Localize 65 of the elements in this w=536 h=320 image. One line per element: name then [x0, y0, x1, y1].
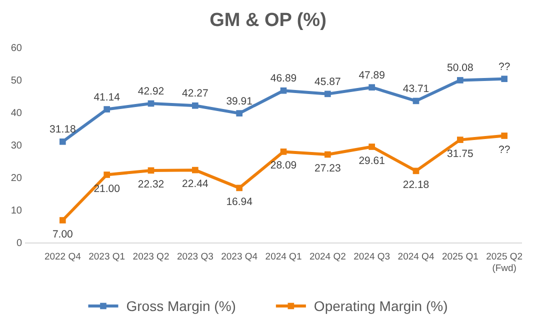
data-label: 39.91 [226, 95, 253, 108]
data-label: 43.71 [402, 82, 430, 95]
data-label: 45.87 [314, 76, 341, 88]
x-tick-label: 2025 Q1 [442, 252, 478, 263]
data-label: 29.61 [358, 154, 386, 167]
data-label: 22.44 [182, 178, 208, 190]
point [236, 184, 242, 192]
data-label: 7.00 [52, 228, 74, 240]
data-label: ?? [498, 144, 510, 156]
y-tick-label: 50 [10, 76, 22, 87]
point [457, 77, 464, 84]
y-tick-label: 0 [16, 238, 22, 250]
point [236, 110, 242, 116]
data-label: 50.08 [447, 62, 474, 74]
y-tick-label: 10 [10, 206, 22, 217]
y-tick-label: 40 [10, 108, 22, 120]
point [104, 106, 110, 112]
data-label: 42.92 [138, 86, 164, 98]
x-tick-label: 2023 Q1 [88, 252, 126, 263]
chart-title: GM & OP (%) [210, 10, 326, 31]
x-tick-label: 2024 Q1 [265, 252, 302, 263]
y-tick-label: 60 [10, 43, 22, 54]
point [368, 84, 375, 91]
data-label: 21.00 [94, 182, 120, 195]
data-label: 28.09 [270, 160, 297, 172]
y-tick-label: 20 [10, 173, 22, 184]
data-label: 46.89 [270, 72, 297, 85]
point [501, 132, 508, 139]
x-tick-label: 2024 Q2 [309, 252, 346, 263]
data-label: 22.18 [402, 178, 430, 191]
point [60, 217, 66, 224]
x-tick-label: 2023 Q3 [176, 252, 214, 263]
legend-label: Operating Margin (%) [314, 298, 448, 314]
point [148, 100, 154, 107]
data-label: 41.14 [94, 91, 120, 104]
point [148, 167, 154, 174]
point [368, 144, 375, 150]
point [457, 136, 464, 143]
data-label: 27.23 [314, 162, 341, 175]
data-label: 31.75 [447, 148, 474, 160]
data-label: 31.18 [50, 124, 76, 136]
x-tick-label: 2025 Q2 (Fwd) [486, 252, 523, 274]
point [104, 172, 110, 178]
point [324, 90, 331, 98]
point [60, 138, 66, 145]
point [501, 76, 508, 82]
point [192, 166, 198, 174]
x-tick-label: 2024 Q4 [398, 252, 434, 263]
x-tick-label: 2022 Q4 [44, 252, 81, 263]
data-label: 16.94 [226, 196, 253, 208]
data-label: 47.89 [358, 69, 386, 82]
point [192, 102, 198, 109]
legend-label: Gross Margin (%) [126, 298, 236, 314]
data-label: 22.32 [138, 178, 164, 190]
y-tick-label: 30 [10, 140, 22, 152]
x-tick-label: 2024 Q3 [354, 252, 390, 263]
point [324, 151, 331, 158]
data-label: ?? [498, 60, 510, 73]
point [280, 148, 287, 155]
x-tick-label: 2023 Q2 [132, 252, 170, 263]
point [280, 87, 287, 94]
x-tick-label: 2023 Q4 [221, 252, 258, 263]
point [412, 168, 420, 174]
data-label: 42.27 [182, 88, 208, 100]
point [412, 98, 420, 104]
